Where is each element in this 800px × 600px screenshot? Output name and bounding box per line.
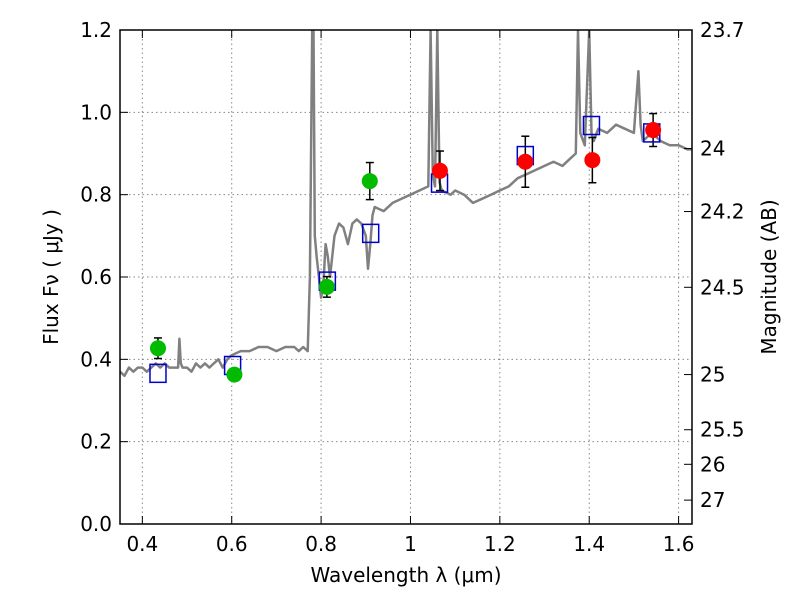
y-axis-label: Flux Fν ( μJy ) — [39, 209, 63, 345]
model-point-square — [582, 115, 601, 136]
model-spectrum-line — [120, 30, 692, 378]
x-tick-label: 0.4 — [126, 532, 158, 556]
x-tick-label: 0.8 — [305, 532, 337, 556]
observed-point-red — [431, 162, 448, 179]
y-tick-label: 0.0 — [80, 512, 112, 536]
x-tick-label: 1.6 — [663, 532, 695, 556]
y-tick-label: 0.2 — [80, 430, 112, 454]
y2-tick-label: 25.5 — [700, 418, 745, 442]
x-tick-label: 1.4 — [573, 532, 605, 556]
observed-point-green — [361, 173, 378, 190]
model-point-square — [149, 363, 167, 384]
observed-point-red — [584, 152, 601, 169]
y2-axis-label: Magnitude (AB) — [757, 199, 781, 354]
y-tick-label: 1.0 — [80, 100, 112, 124]
y2-tick-label: 26 — [700, 452, 725, 476]
y2-tick-label: 24.2 — [700, 200, 745, 224]
y2-tick-label: 24 — [700, 137, 725, 161]
x-tick-label: 1.2 — [484, 532, 516, 556]
observed-point-red — [645, 122, 662, 139]
x-tick-label: 0.6 — [216, 532, 248, 556]
observed-points — [149, 122, 662, 383]
observed-point-green — [149, 340, 166, 357]
x-axis-label: Wavelength λ (μm) — [310, 563, 501, 587]
observed-point-red — [517, 153, 534, 170]
axis-ticks — [120, 29, 692, 525]
y-tick-label: 0.8 — [80, 183, 112, 207]
model-spectrum-path — [120, 30, 692, 378]
y2-tick-label: 23.7 — [700, 18, 745, 42]
x-tick-label: 1 — [404, 532, 417, 556]
y-tick-label: 0.4 — [80, 347, 112, 371]
y-tick-label: 0.6 — [80, 265, 112, 289]
tick-labels: 0.4 0.6 0.8 1 1.2 1.4 1.6 0.0 0.2 0.4 0.6 0.8 1.0 1.2… — [80, 18, 744, 556]
y-tick-label: 1.2 — [80, 18, 112, 42]
model-point-square — [361, 223, 380, 244]
y2-tick-label: 24.5 — [700, 275, 745, 299]
y2-tick-label: 25 — [700, 363, 725, 387]
observed-point-green — [318, 278, 335, 295]
y2-tick-label: 27 — [700, 488, 725, 512]
observed-point-green — [226, 366, 243, 383]
